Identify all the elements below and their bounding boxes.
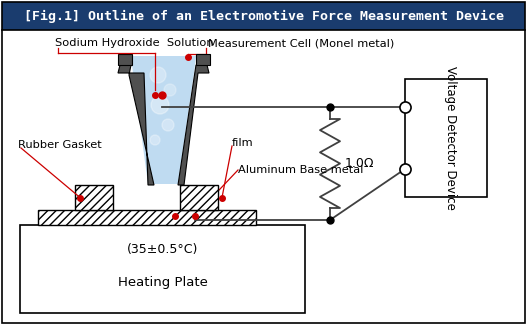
Text: Heating Plate: Heating Plate <box>118 276 208 289</box>
Text: Aluminum Base metal: Aluminum Base metal <box>238 165 364 175</box>
Bar <box>405 79 487 197</box>
Bar <box>38 210 256 225</box>
Bar <box>118 54 132 65</box>
Bar <box>196 54 210 65</box>
Circle shape <box>164 84 176 96</box>
Polygon shape <box>118 65 154 185</box>
Text: Voltage Detector Device: Voltage Detector Device <box>444 66 456 210</box>
Circle shape <box>150 135 160 145</box>
Text: Rubber Gasket: Rubber Gasket <box>18 140 102 150</box>
Polygon shape <box>131 56 196 184</box>
Circle shape <box>150 67 166 83</box>
Circle shape <box>162 119 174 131</box>
Bar <box>2 2 525 30</box>
Text: 1.0Ω: 1.0Ω <box>345 157 375 170</box>
Bar <box>180 185 218 210</box>
Polygon shape <box>178 65 209 185</box>
Text: film: film <box>232 138 253 148</box>
Text: [Fig.1] Outline of an Electromotive Force Measurement Device: [Fig.1] Outline of an Electromotive Forc… <box>24 9 503 22</box>
Text: Sodium Hydroxide  Solution: Sodium Hydroxide Solution <box>55 38 213 48</box>
Bar <box>75 185 113 210</box>
Text: Measurement Cell (Monel metal): Measurement Cell (Monel metal) <box>208 38 394 48</box>
Text: (35±0.5°C): (35±0.5°C) <box>127 243 198 256</box>
Bar <box>20 225 305 313</box>
Circle shape <box>151 96 169 114</box>
